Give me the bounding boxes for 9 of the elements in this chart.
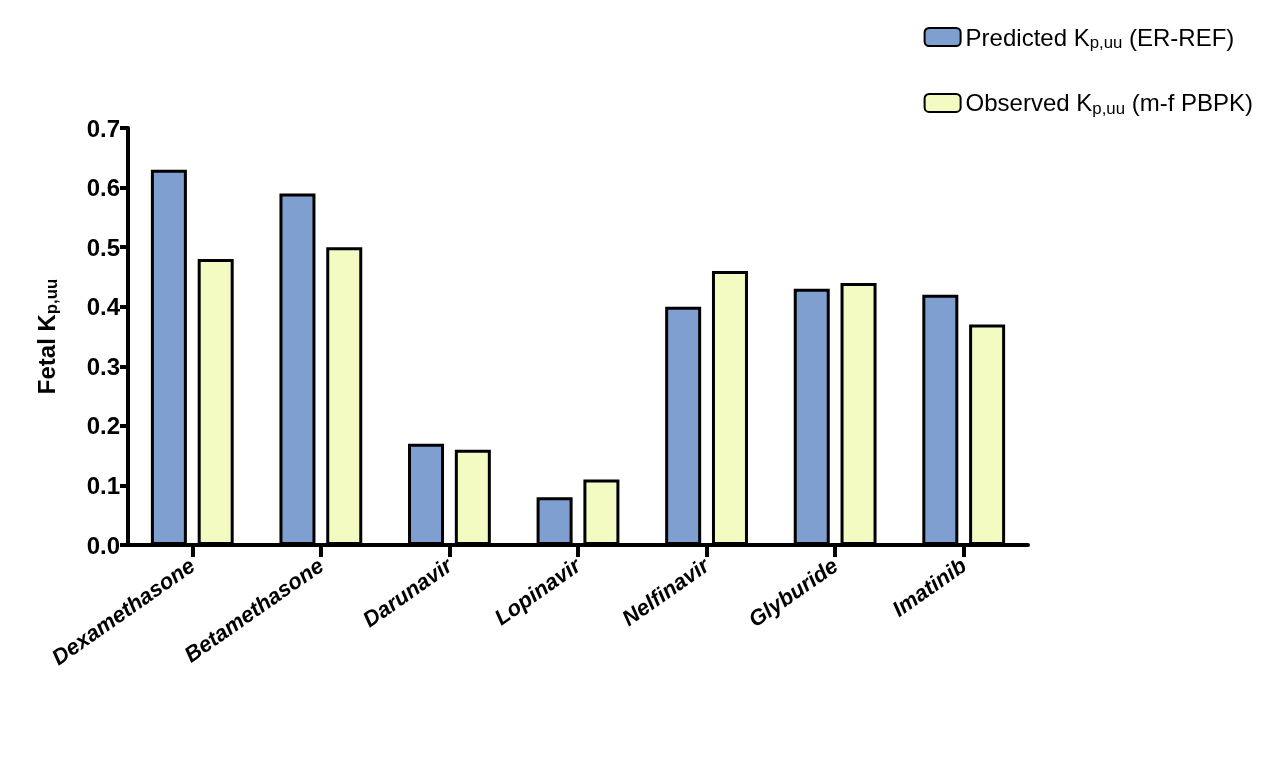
y-tick-label: 0.4 [86, 293, 121, 321]
y-tick-label: 0.0 [86, 531, 120, 559]
y-tick-label: 0.5 [86, 233, 120, 261]
y-tick-label: 0.1 [86, 471, 120, 499]
y-axis-title: Fetal Kp,uu [32, 278, 61, 395]
y-tick-label: 0.7 [86, 114, 120, 142]
y-tick-label: 0.6 [86, 174, 120, 202]
y-tick-label: 0.3 [86, 352, 120, 380]
y-tick-label: 0.2 [86, 412, 120, 440]
